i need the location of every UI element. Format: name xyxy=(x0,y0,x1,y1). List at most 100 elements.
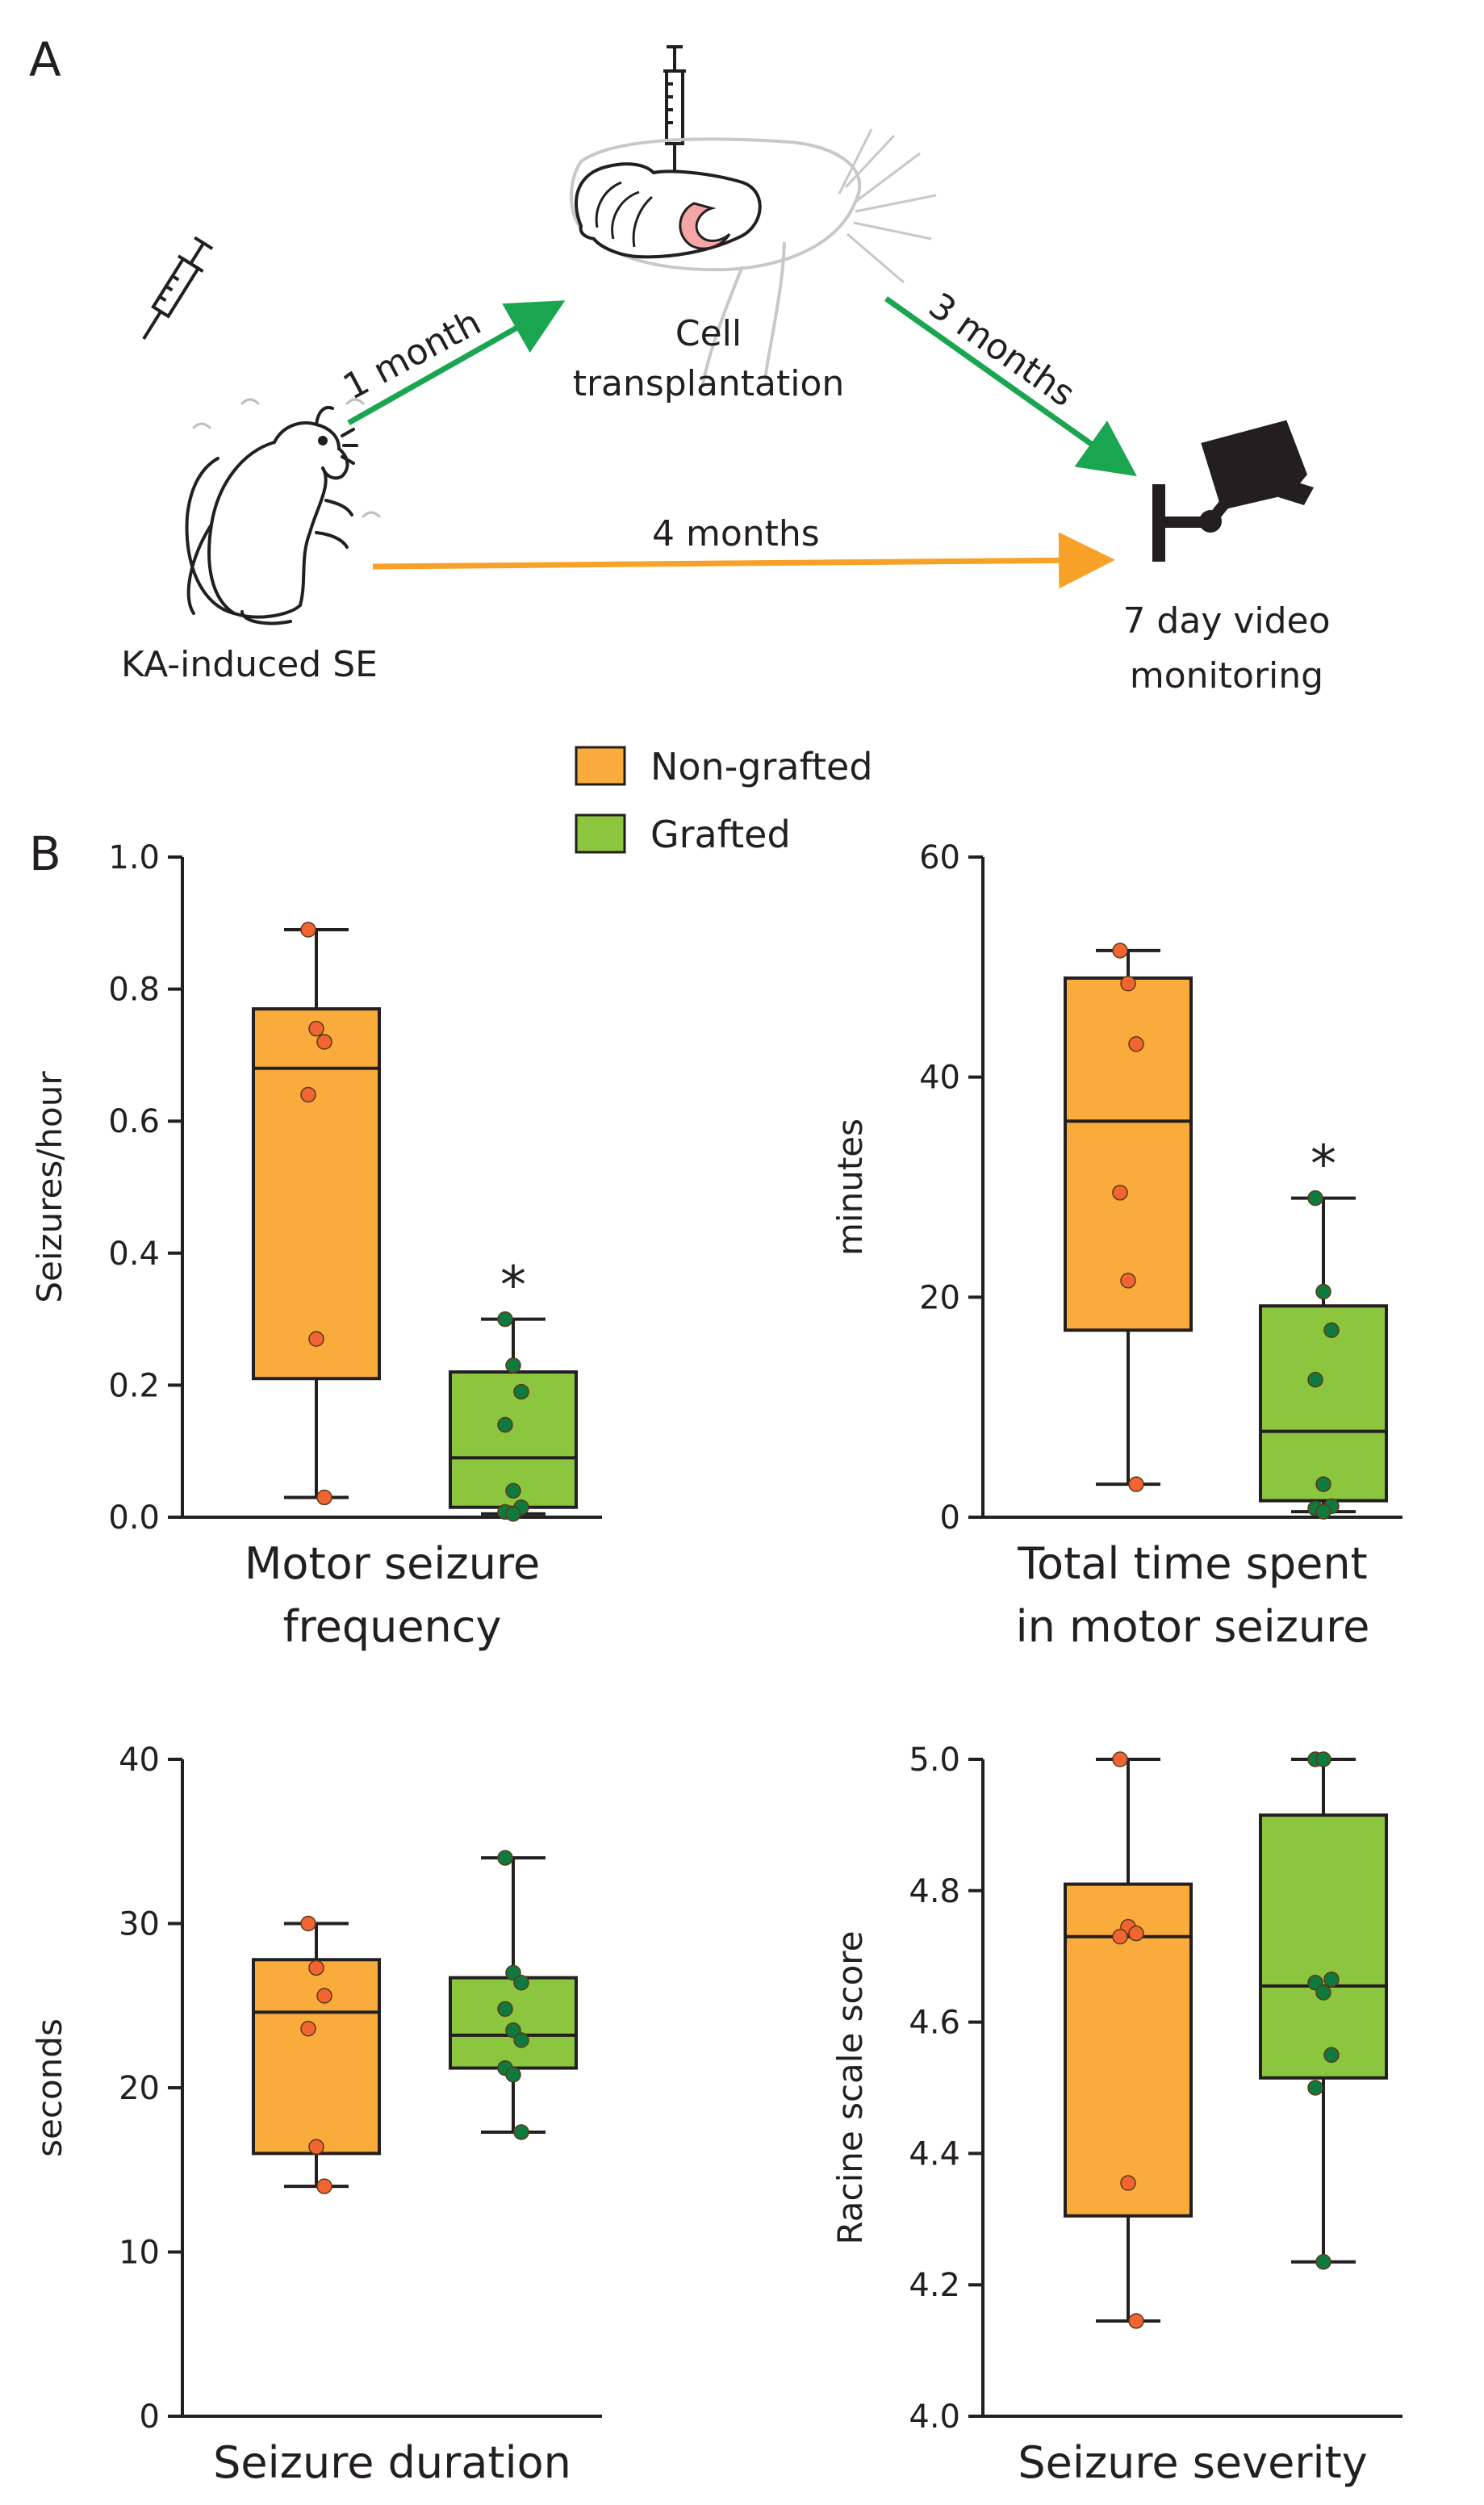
box-iqr xyxy=(1259,1304,1388,1503)
y-tick-label: 4.6 xyxy=(909,2005,960,2042)
data-point xyxy=(1120,1273,1136,1289)
y-tick-label: 0.0 xyxy=(108,1499,160,1537)
box-grafted xyxy=(1259,1190,1388,1520)
data-point xyxy=(497,1850,513,1866)
box-iqr xyxy=(1064,976,1193,1332)
data-point xyxy=(1307,2080,1323,2096)
significance-star: * xyxy=(500,1257,526,1316)
data-point xyxy=(316,1034,332,1050)
y-tick-label: 4.2 xyxy=(909,2267,960,2304)
arrow-se-to-monitor xyxy=(372,532,1115,589)
data-point xyxy=(505,2066,521,2083)
panel-b-letter: B xyxy=(29,826,61,881)
data-point xyxy=(1128,1925,1144,1942)
step-monitor-label-2: monitoring xyxy=(1130,655,1323,696)
data-point xyxy=(513,2124,529,2140)
data-point xyxy=(1112,1929,1128,1945)
x-axis-label-line-2: frequency xyxy=(283,1601,502,1652)
data-point xyxy=(300,1086,316,1103)
box-non-grafted xyxy=(252,922,381,1506)
y-tick-label: 0.4 xyxy=(108,1236,160,1273)
data-point xyxy=(1112,1185,1128,1201)
syringe-icon xyxy=(142,236,214,341)
box-iqr xyxy=(252,1958,381,2156)
significance-star: * xyxy=(1311,1135,1336,1195)
x-axis-label-line-1: Total time spent xyxy=(1017,1538,1367,1589)
panel-a-letter: A xyxy=(29,32,61,87)
step-transplant-label-2: transplantation xyxy=(573,363,845,404)
camera-icon xyxy=(1152,412,1314,562)
box-non-grafted xyxy=(252,1915,381,2194)
brain-transplant-icon xyxy=(570,128,937,388)
y-tick-label: 4.0 xyxy=(909,2398,960,2436)
data-point xyxy=(1323,1322,1340,1338)
y-tick-label: 0.2 xyxy=(108,1367,160,1404)
y-axis-label: Racine scale score xyxy=(830,1931,870,2245)
data-point xyxy=(513,2032,529,2048)
data-point xyxy=(1315,2253,1331,2270)
data-point xyxy=(300,2020,316,2037)
y-tick-label: 60 xyxy=(919,839,960,876)
data-point xyxy=(1120,976,1136,992)
y-tick-label: 0.8 xyxy=(108,972,160,1009)
data-point xyxy=(497,2001,513,2018)
arrow-three-months-label: 3 months xyxy=(922,285,1082,415)
rat-seizure-icon xyxy=(185,398,381,625)
legend-swatch-non-grafted xyxy=(575,746,626,786)
data-point xyxy=(1307,1371,1323,1388)
data-point xyxy=(1323,2047,1340,2064)
data-point xyxy=(505,1357,521,1374)
data-point xyxy=(497,1311,513,1328)
syringe-brain-icon xyxy=(663,45,686,179)
data-point xyxy=(1128,1036,1144,1052)
y-tick-label: 0 xyxy=(140,2398,160,2436)
data-point xyxy=(1315,1751,1331,1767)
y-tick-label: 40 xyxy=(919,1060,960,1097)
step-monitor-label-1: 7 day video xyxy=(1122,600,1330,642)
data-point xyxy=(1315,1503,1331,1520)
y-axis-label: seconds xyxy=(30,2018,69,2157)
y-tick-label: 20 xyxy=(919,1279,960,1316)
x-axis-label-line-1: Seizure duration xyxy=(213,2437,571,2488)
data-point xyxy=(497,1416,513,1433)
data-point xyxy=(308,2139,324,2156)
data-point xyxy=(1315,1984,1331,2001)
arrow-four-months-label: 4 months xyxy=(652,513,820,554)
box-plot-4: 4.0 4.2 4.4 4.6 4.8 5.0 Racine scale score Seiz… xyxy=(830,1742,1402,2488)
y-tick-label: 1.0 xyxy=(108,839,160,876)
legend-label-grafted: Grafted xyxy=(650,813,791,856)
data-point xyxy=(316,2178,332,2194)
data-point xyxy=(308,1959,324,1976)
data-point xyxy=(308,1020,324,1037)
arrow-transplant-to-monitor xyxy=(884,296,1137,477)
box-plot-2: 0 20 40 60 minutes Total time spent in motor s… xyxy=(830,839,1402,1652)
data-point xyxy=(1112,943,1128,959)
data-point xyxy=(1315,1283,1331,1300)
data-point xyxy=(513,1975,529,1991)
data-point xyxy=(505,1483,521,1499)
box-plot-3: 0 10 20 30 40 seconds Seizure duration xyxy=(30,1742,602,2488)
data-point xyxy=(1128,2313,1144,2329)
y-axis-label: Seizures/hour xyxy=(30,1071,69,1303)
y-tick-label: 5.0 xyxy=(909,1742,960,1779)
y-tick-label: 0.6 xyxy=(108,1103,160,1140)
y-tick-label: 0 xyxy=(940,1499,960,1537)
box-non-grafted xyxy=(1064,943,1193,1492)
box-plot-1: 0.0 0.2 0.4 0.6 0.8 1.0 Seizures/hour Motor sei… xyxy=(30,839,602,1652)
data-point xyxy=(316,1988,332,2004)
legend: Non-grafted Grafted xyxy=(575,745,873,856)
data-point xyxy=(300,1915,316,1932)
x-axis-label-line-1: Motor seizure xyxy=(245,1538,540,1589)
data-point xyxy=(316,1489,332,1506)
step-transplant-label-1: Cell xyxy=(675,313,742,354)
box-iqr xyxy=(1259,1813,1388,2080)
y-tick-label: 4.4 xyxy=(909,2135,960,2173)
y-tick-label: 10 xyxy=(119,2235,160,2272)
box-grafted xyxy=(449,1850,578,2140)
box-grafted xyxy=(1259,1751,1388,2270)
data-point xyxy=(505,1506,521,1522)
data-point xyxy=(1315,1476,1331,1492)
data-point xyxy=(1128,1476,1144,1492)
legend-label-non-grafted: Non-grafted xyxy=(650,745,873,788)
x-axis-label-line-1: Seizure severity xyxy=(1018,2437,1367,2488)
